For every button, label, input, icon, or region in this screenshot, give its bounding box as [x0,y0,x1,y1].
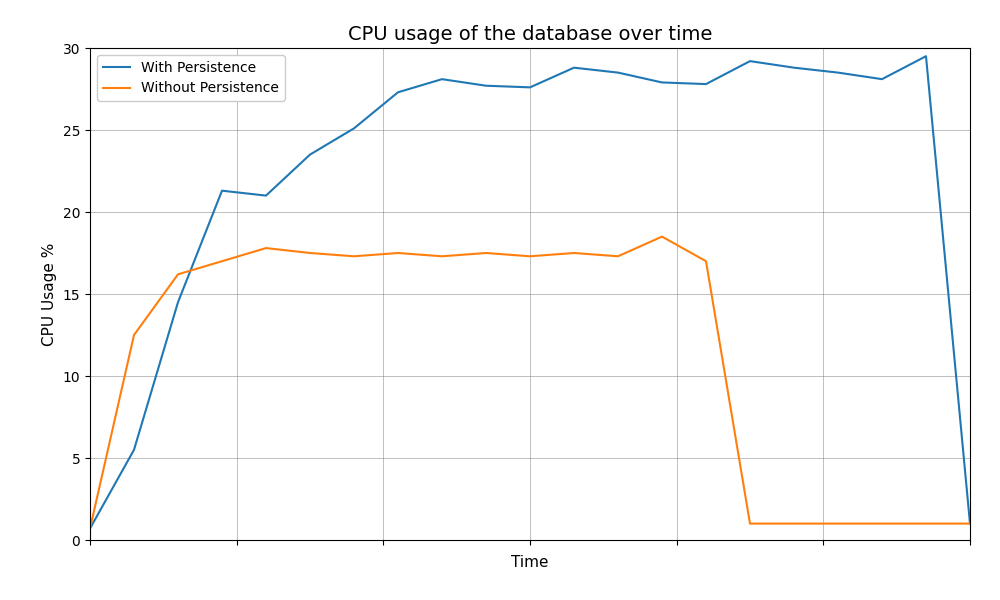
Title: CPU usage of the database over time: CPU usage of the database over time [348,25,712,44]
With Persistence [348,125,360,132]
With Persistence [656,79,668,86]
Without Persistence [172,271,184,278]
Without Persistence [260,244,272,251]
With Persistence [788,64,800,71]
With Persistence [84,525,96,532]
Without Persistence [656,233,668,240]
Without Persistence [832,520,844,527]
Without Persistence [876,520,888,527]
Without Persistence [84,525,96,532]
With Persistence [832,69,844,76]
Without Persistence [744,520,756,527]
Without Persistence [436,253,448,260]
With Persistence [876,76,888,83]
With Persistence [304,151,316,158]
Line: Without Persistence: Without Persistence [90,236,970,529]
With Persistence [128,446,140,454]
With Persistence [216,187,228,194]
Without Persistence [788,520,800,527]
X-axis label: Time: Time [511,555,549,570]
With Persistence [920,53,932,60]
Without Persistence [216,257,228,265]
With Persistence [172,299,184,306]
Without Persistence [568,250,580,257]
Without Persistence [524,253,536,260]
Without Persistence [612,253,624,260]
Without Persistence [964,520,976,527]
With Persistence [392,89,404,96]
With Persistence [260,192,272,199]
Without Persistence [920,520,932,527]
Without Persistence [392,250,404,257]
Without Persistence [348,253,360,260]
Y-axis label: CPU Usage %: CPU Usage % [42,242,57,346]
With Persistence [744,58,756,65]
With Persistence [436,76,448,83]
Line: With Persistence: With Persistence [90,56,970,529]
Without Persistence [480,250,492,257]
Without Persistence [304,250,316,257]
Without Persistence [700,257,712,265]
Without Persistence [128,331,140,338]
With Persistence [480,82,492,89]
With Persistence [612,69,624,76]
With Persistence [700,80,712,88]
With Persistence [964,520,976,527]
With Persistence [524,84,536,91]
With Persistence [568,64,580,71]
Legend: With Persistence, Without Persistence: With Persistence, Without Persistence [97,55,285,101]
